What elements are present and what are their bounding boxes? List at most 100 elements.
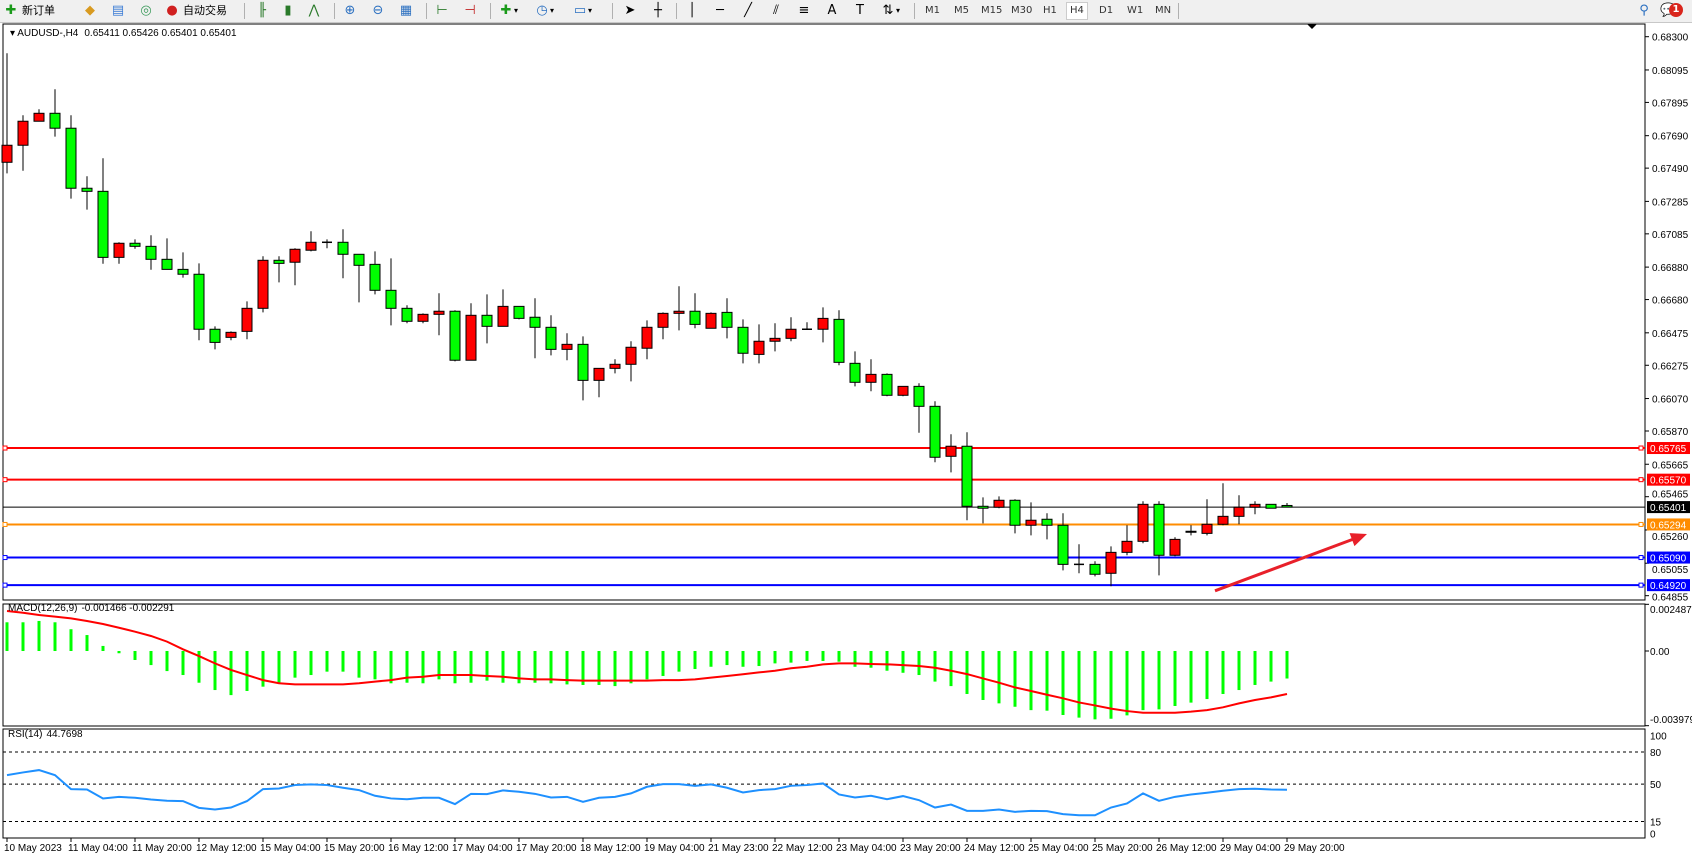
price-line-label: 0.65294 (1650, 520, 1687, 531)
line-chart-button[interactable]: ⋀ (306, 2, 322, 20)
macd-title: MACD(12,26,9) (8, 603, 77, 614)
candle-body (961, 445, 973, 507)
time-tick-label: 21 May 23:00 (708, 843, 769, 854)
timeframe-m30[interactable]: M30 (1011, 5, 1033, 16)
templates-button[interactable]: ▭ ▾ (573, 3, 593, 18)
candle-body (1105, 551, 1117, 574)
timeframe-w1[interactable]: W1 (1127, 5, 1144, 16)
candle-body (97, 190, 109, 258)
tile-windows-button[interactable]: ▦ (398, 2, 414, 20)
rsi-panel[interactable] (3, 751, 1645, 823)
text-button[interactable]: A (824, 2, 840, 20)
line-anchor-handle[interactable] (2, 521, 8, 527)
candlestick-icon: ▮ (284, 3, 292, 18)
equidistant-channel-button[interactable]: ⫽ (768, 2, 784, 20)
time-tick-label: 15 May 20:00 (324, 843, 385, 854)
line-anchor-handle[interactable] (2, 582, 8, 588)
bar-chart-button[interactable]: ╟ (254, 2, 270, 20)
fibonacci-button[interactable]: ≡ (796, 2, 812, 20)
price-line-label-bg (1647, 551, 1690, 564)
trendline-icon: ╱ (744, 3, 752, 18)
auto-trading-button[interactable]: ● 自动交易 (164, 2, 227, 20)
candle-body (241, 307, 253, 332)
navigator-button[interactable]: ◎ (138, 2, 154, 20)
candle (881, 373, 893, 397)
candle (305, 231, 317, 252)
candlestick-button[interactable]: ▮ (280, 2, 296, 20)
time-tick-label: 22 May 12:00 (772, 843, 833, 854)
line-anchor-handle[interactable] (1638, 555, 1644, 561)
crosshair-button[interactable]: ┼ (650, 2, 666, 20)
chart-shift-button[interactable]: ⊢ (434, 2, 450, 20)
rsi-header: RSI(14) 44.7698 (8, 729, 83, 740)
timeframe-m15[interactable]: M15 (981, 5, 1003, 16)
candle-body (769, 337, 781, 342)
line-anchor-handle[interactable] (2, 445, 8, 451)
notifications-button[interactable]: 💬 1 (1660, 2, 1683, 20)
macd-tick-label: -0.003979 (1650, 715, 1692, 726)
line-anchor-handle[interactable] (1638, 477, 1644, 483)
candle-body (1217, 515, 1229, 525)
text-label-button[interactable]: T (852, 2, 868, 20)
candle-body (129, 242, 141, 247)
candle (1105, 546, 1117, 587)
indicators-button[interactable]: ✚ ▾ (498, 2, 518, 20)
notification-badge: 1 (1669, 3, 1683, 17)
zoom-out-button[interactable]: ⊖ (370, 2, 386, 20)
price-tick-label: 0.67285 (1652, 197, 1689, 208)
candle (322, 239, 332, 249)
macd-panel[interactable] (5, 610, 1289, 720)
candle-body (1265, 503, 1277, 509)
periods-button[interactable]: ◷ ▾ (534, 2, 554, 20)
price-tick-label: 0.67895 (1652, 98, 1689, 109)
chart-window[interactable]: 0.68300 0.68095 0.67895 0.67690 0.67490 0.672… (0, 23, 1692, 859)
candle-body (1137, 503, 1149, 542)
market-watch-button[interactable]: ◆ (82, 2, 98, 20)
timeframe-h1[interactable]: H1 (1043, 5, 1057, 16)
trend-arrow[interactable] (1214, 535, 1360, 593)
candle (1089, 561, 1101, 577)
timeframe-m1[interactable]: M1 (925, 5, 940, 16)
vertical-line-button[interactable]: │ (684, 2, 700, 20)
templates-icon: ▭ (573, 3, 587, 18)
candle-body (225, 331, 237, 338)
trendline-button[interactable]: ╱ (740, 2, 756, 20)
zoom-in-button[interactable]: ⊕ (342, 2, 358, 20)
zoom-out-icon: ⊖ (372, 3, 384, 18)
candle (225, 331, 237, 341)
price-line-label: 0.64920 (1650, 581, 1687, 592)
candle (593, 367, 605, 398)
time-tick-label: 12 May 12:00 (196, 843, 257, 854)
price-chart[interactable] (1, 53, 1645, 593)
candle (961, 432, 973, 521)
search-button[interactable]: ⚲ (1636, 2, 1652, 20)
candle (1249, 501, 1261, 515)
new-order-icon: ✚ (5, 3, 17, 18)
text-label-icon: T (856, 3, 864, 18)
candle-body (1153, 503, 1165, 556)
chart-shift-marker-icon[interactable] (1307, 24, 1317, 29)
line-anchor-handle[interactable] (1638, 445, 1644, 451)
line-anchor-handle[interactable] (1638, 521, 1644, 527)
line-anchor-handle[interactable] (2, 477, 8, 483)
cursor-button[interactable]: ➤ (622, 2, 638, 20)
timeframe-d1[interactable]: D1 (1099, 5, 1114, 16)
line-anchor-handle[interactable] (2, 555, 8, 561)
candle (433, 293, 445, 336)
autoscroll-button[interactable]: ⊣ (462, 2, 478, 20)
timeframe-h4[interactable]: H4 (1066, 2, 1088, 20)
candle (945, 434, 957, 473)
candle (449, 310, 461, 362)
data-window-button[interactable]: ▤ (110, 2, 126, 20)
equidistant-channel-icon: ⫽ (773, 3, 779, 18)
main-frame (2, 23, 1646, 601)
new-order-button[interactable]: ✚ 新订单 (3, 2, 55, 20)
timeframe-mn[interactable]: MN (1155, 5, 1172, 16)
arrows-button[interactable]: ⇅ ▾ (880, 2, 900, 20)
horizontal-line-button[interactable]: ─ (712, 2, 728, 20)
price-line-label-bg (1647, 501, 1690, 514)
line-anchor-handle[interactable] (1638, 582, 1644, 588)
price-tick-label: 0.65055 (1652, 565, 1689, 576)
candle (721, 298, 733, 339)
timeframe-m5[interactable]: M5 (954, 5, 969, 16)
